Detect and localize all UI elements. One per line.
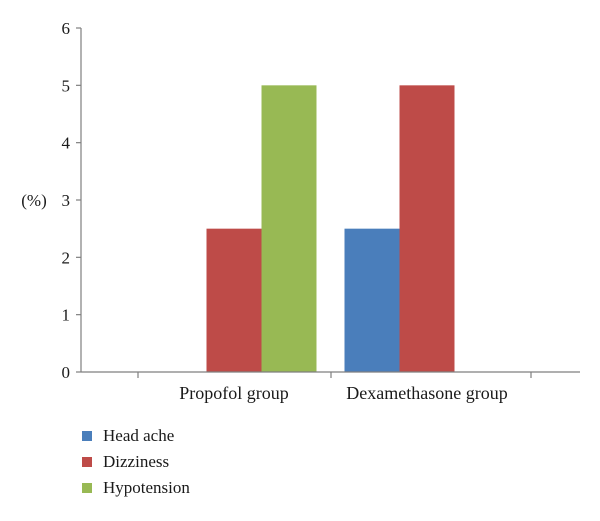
y-tick-label: 2 bbox=[62, 248, 71, 267]
ticks-group: 0 1 2 3 4 5 6 Propofol group Dexamethasone group bbox=[62, 19, 532, 403]
legend-swatch bbox=[82, 431, 92, 441]
x-category-label: Dexamethasone group bbox=[346, 383, 507, 403]
x-category-label: Propofol group bbox=[179, 383, 289, 403]
legend-label: Hypotension bbox=[103, 478, 190, 497]
bar-dizziness-0 bbox=[206, 228, 262, 372]
bar-head-ache-1 bbox=[344, 228, 400, 372]
y-tick-label: 0 bbox=[62, 363, 71, 382]
legend-label: Head ache bbox=[103, 426, 174, 445]
y-tick-label: 4 bbox=[62, 134, 71, 153]
y-tick-label: 6 bbox=[62, 19, 71, 38]
y-tick-label: 3 bbox=[62, 191, 71, 210]
bar-hypotension-0 bbox=[261, 85, 317, 372]
bar-dizziness-1 bbox=[399, 85, 455, 372]
bars-group bbox=[206, 85, 455, 372]
legend-label: Dizziness bbox=[103, 452, 169, 471]
y-axis-label: (%) bbox=[21, 191, 46, 210]
legend-swatch bbox=[82, 457, 92, 467]
y-tick-label: 5 bbox=[62, 76, 71, 95]
legend: Head ache Dizziness Hypotension bbox=[82, 426, 190, 497]
y-tick-label: 1 bbox=[62, 306, 71, 325]
legend-swatch bbox=[82, 483, 92, 493]
